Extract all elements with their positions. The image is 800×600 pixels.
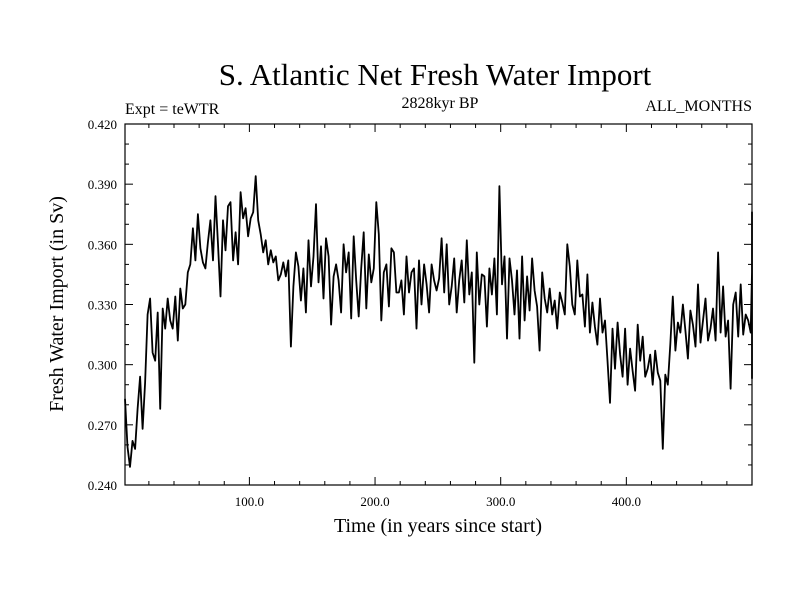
x-axis-label: Time (in years since start): [334, 515, 542, 537]
y-tick-labels: 0.240 0.270 0.300 0.330 0.360 0.390 0.420: [88, 117, 117, 493]
y-axis-label: Fresh Water Import (in Sv): [46, 196, 68, 412]
experiment-label: Expt = teWTR: [125, 101, 220, 118]
y-tick-label: 0.360: [88, 237, 117, 252]
plot-frame: [124, 123, 753, 486]
y-tick-label: 0.390: [88, 177, 117, 192]
x-tick-label: 100.0: [235, 494, 264, 509]
x-tick-labels: 100.0 200.0 300.0 400.0: [235, 494, 641, 509]
x-tick-label: 400.0: [612, 494, 641, 509]
y-tick-label: 0.240: [88, 478, 117, 493]
y-tick-label: 0.270: [88, 418, 117, 433]
y-tick-label: 0.330: [88, 298, 117, 313]
x-tick-label: 200.0: [360, 494, 389, 509]
period-label: 2828kyr BP: [402, 95, 479, 112]
y-tick-label: 0.300: [88, 358, 117, 373]
chart-title: S. Atlantic Net Fresh Water Import: [219, 57, 652, 92]
x-tick-label: 300.0: [486, 494, 515, 509]
months-label: ALL_MONTHS: [645, 98, 752, 115]
y-tick-label: 0.420: [88, 117, 117, 132]
